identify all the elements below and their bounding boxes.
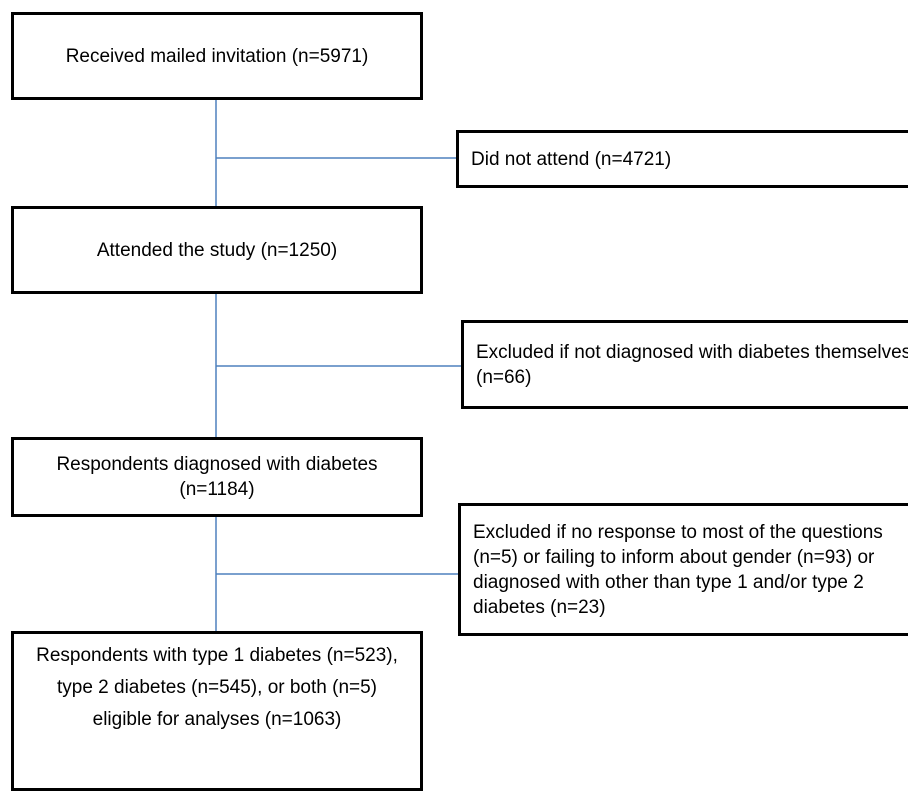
box-received-invitation: Received mailed invitation (n=5971) (11, 12, 423, 100)
box-attended-study: Attended the study (n=1250) (11, 206, 423, 294)
box-did-not-attend-text: Did not attend (n=4721) (471, 148, 672, 170)
connector-lines (215, 100, 463, 633)
box-eligible-respondents-text: Respondents with type 1 diabetes (n=523)… (36, 645, 398, 730)
box-diagnosed-diabetes: Respondents diagnosed with diabetes (n=1… (11, 437, 423, 517)
box-excluded-not-diagnosed: Excluded if not diagnosed with diabetes … (461, 320, 908, 409)
box-attended-study-text: Attended the study (n=1250) (96, 239, 338, 261)
box-diagnosed-diabetes-text: Respondents diagnosed with diabetes (n=1… (56, 454, 378, 500)
box-eligible-respondents: Respondents with type 1 diabetes (n=523)… (11, 631, 423, 791)
box-excluded-no-response-text: Excluded if no response to most of the q… (473, 521, 883, 618)
box-excluded-not-diagnosed-text: Excluded if not diagnosed with diabetes … (476, 341, 908, 388)
box-received-invitation-text: Received mailed invitation (n=5971) (65, 45, 369, 67)
box-excluded-no-response: Excluded if no response to most of the q… (458, 503, 908, 636)
box-did-not-attend: Did not attend (n=4721) (456, 130, 908, 188)
